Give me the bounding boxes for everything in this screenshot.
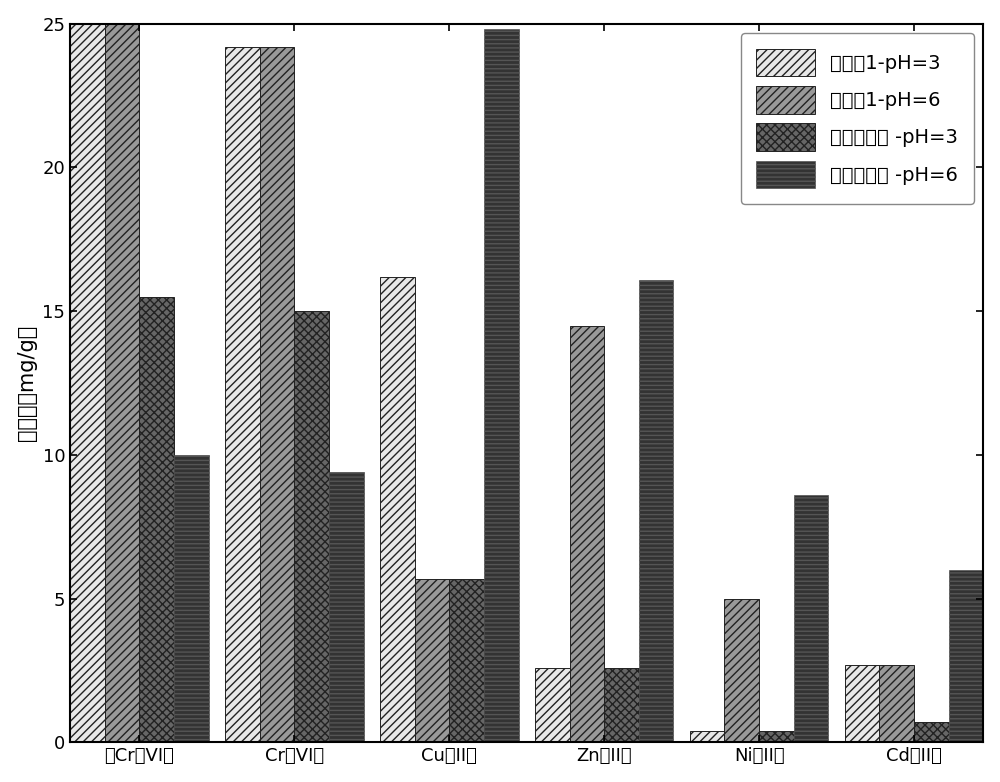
Bar xyxy=(604,668,639,742)
Bar xyxy=(225,47,260,742)
Y-axis label: 吸附量（mg/g）: 吸附量（mg/g） xyxy=(17,325,37,441)
Bar xyxy=(759,731,794,742)
Bar xyxy=(724,599,759,742)
Legend: 实施例1-pH=3, 实施例1-pH=6, 未改性样品 -pH=3, 未改性样品 -pH=6: 实施例1-pH=3, 实施例1-pH=6, 未改性样品 -pH=3, 未改性样品… xyxy=(741,34,974,204)
Bar xyxy=(879,665,914,742)
Bar xyxy=(294,311,329,742)
Bar xyxy=(329,472,364,742)
Bar xyxy=(794,495,828,742)
Bar xyxy=(639,279,673,742)
Bar xyxy=(70,23,105,742)
Bar xyxy=(535,668,570,742)
Bar xyxy=(914,723,949,742)
Bar xyxy=(380,277,415,742)
Bar xyxy=(949,570,983,742)
Bar xyxy=(139,297,174,742)
Bar xyxy=(845,665,879,742)
Bar xyxy=(415,579,449,742)
Bar xyxy=(174,455,209,742)
Bar xyxy=(449,579,484,742)
Bar xyxy=(105,23,139,742)
Bar xyxy=(570,325,604,742)
Bar xyxy=(484,30,519,742)
Bar xyxy=(690,731,724,742)
Bar xyxy=(260,47,294,742)
